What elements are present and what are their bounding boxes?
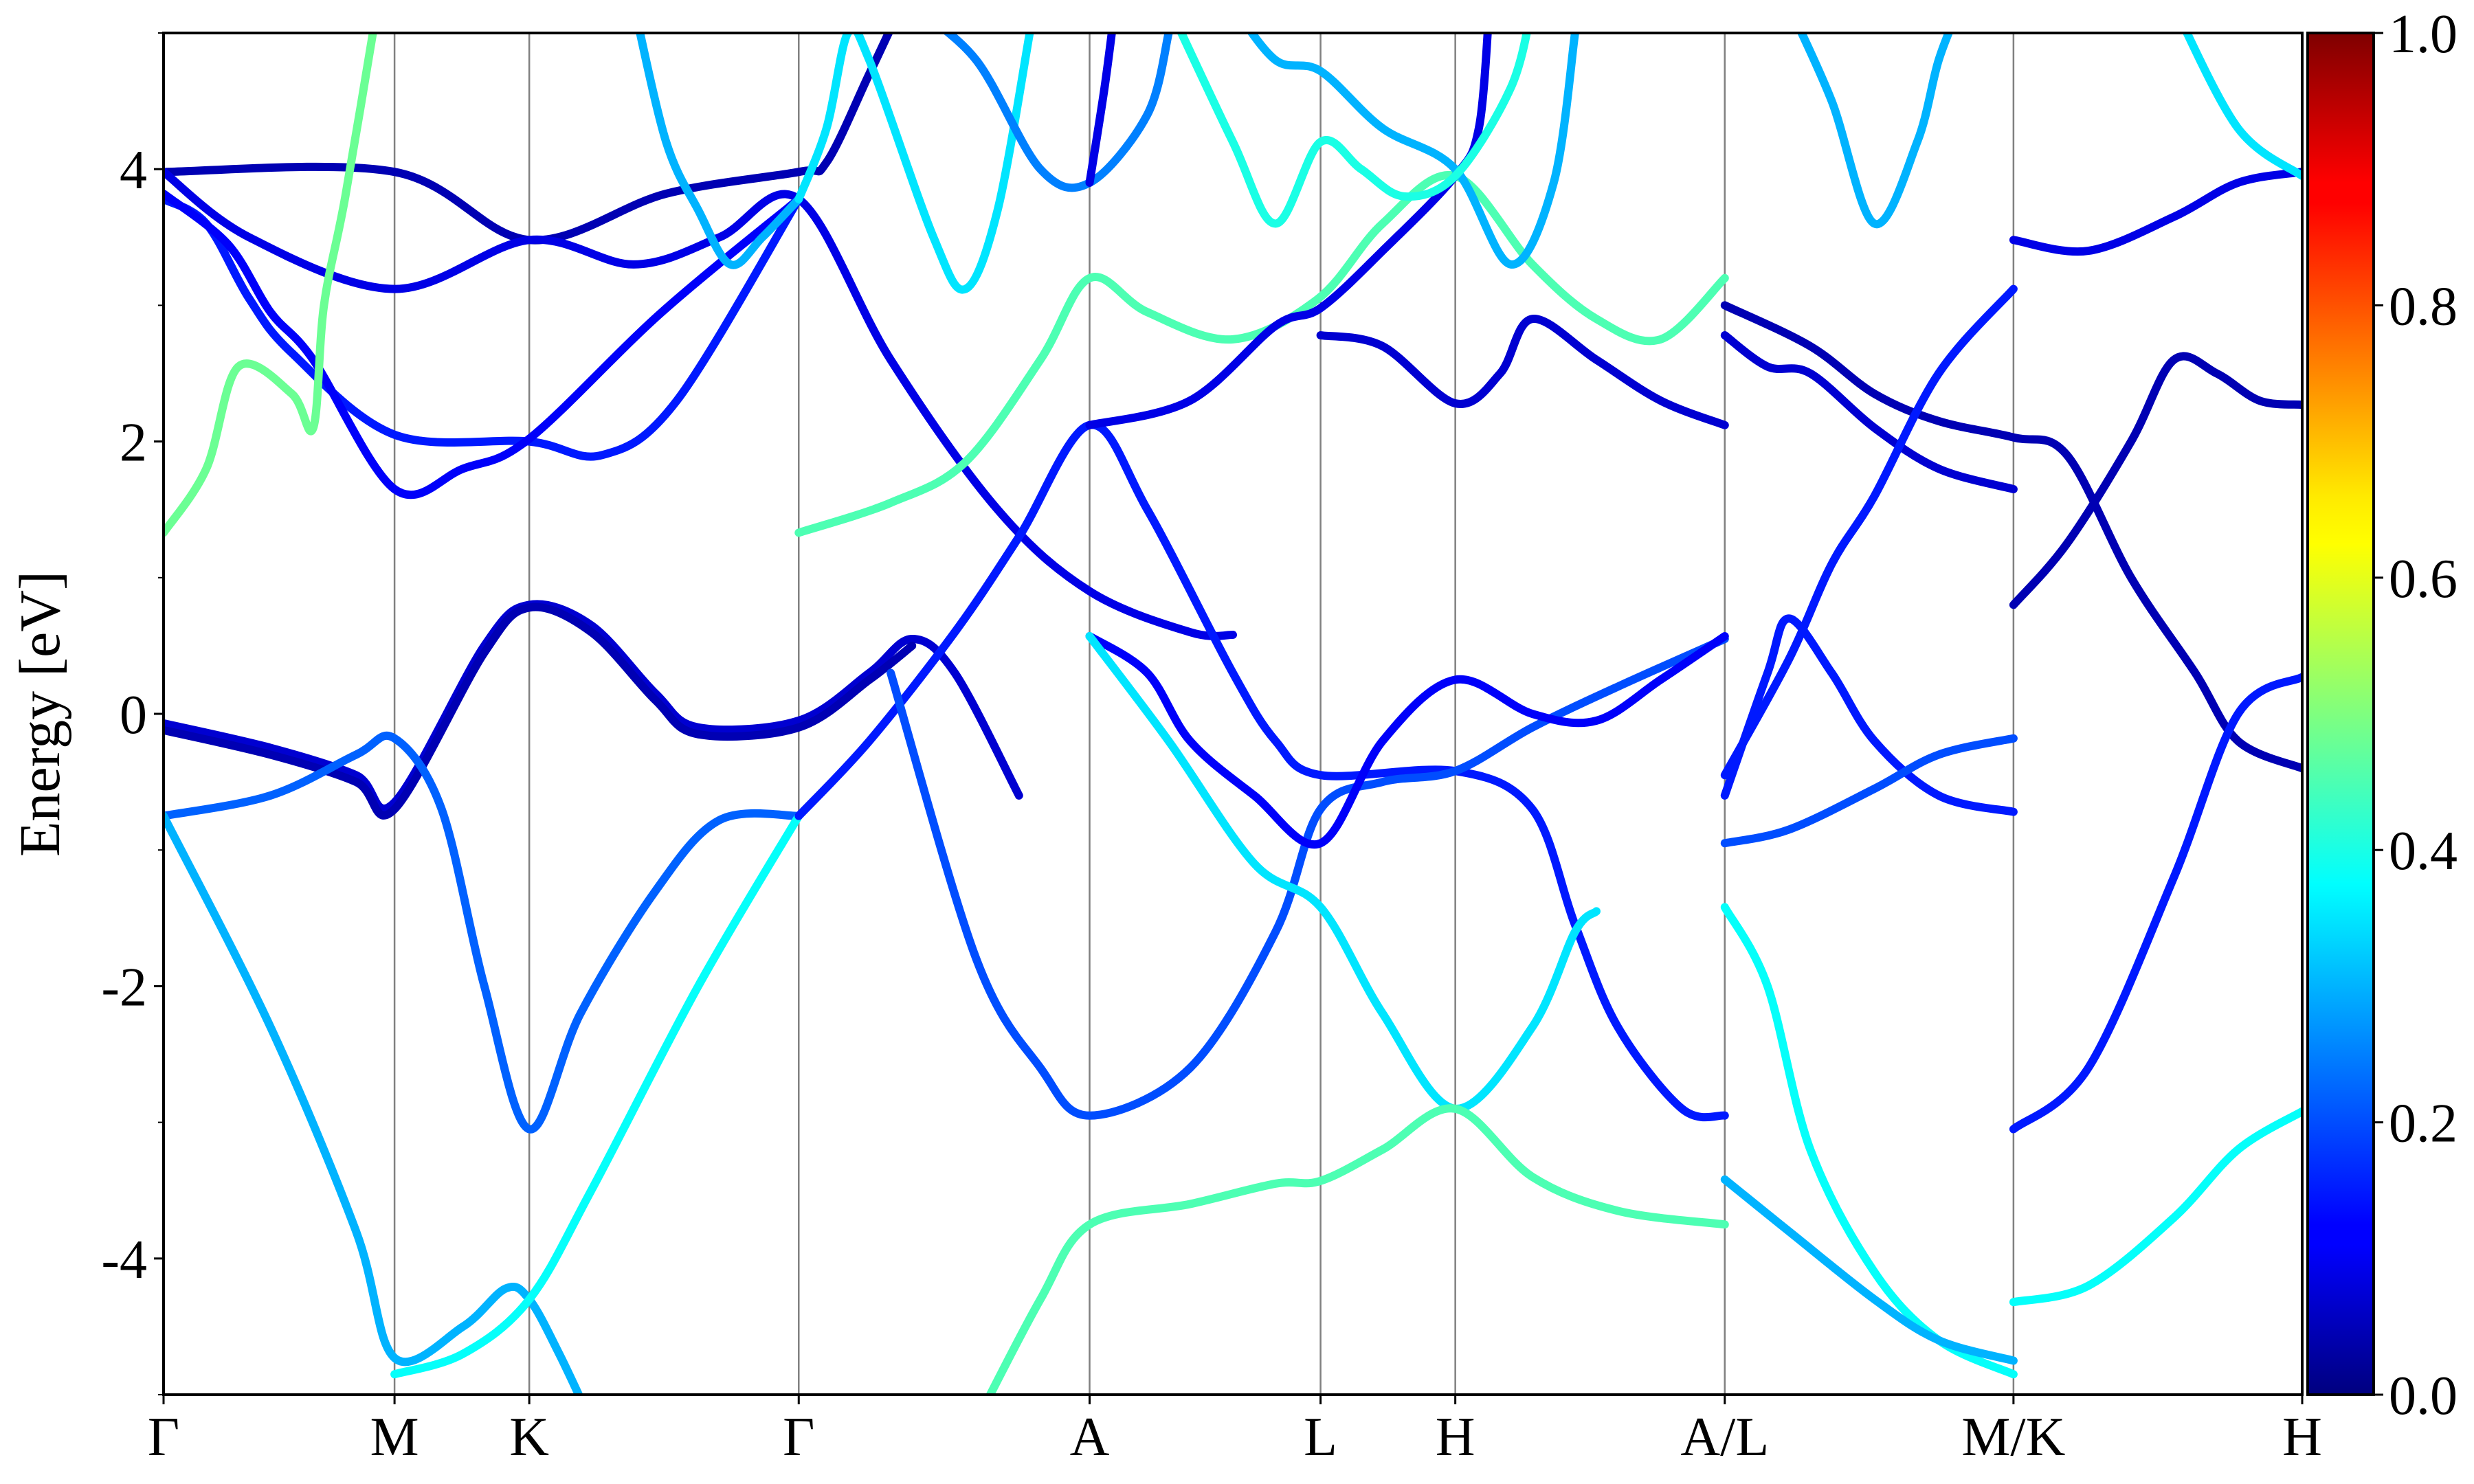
- x-tick-label-4: A: [1070, 1407, 1110, 1468]
- x-tick-label-1: M: [370, 1407, 419, 1468]
- band-6: [636, 33, 803, 269]
- x-tick-label-0: Γ: [148, 1407, 179, 1468]
- band-16: [1316, 315, 1729, 429]
- band-22: [1247, 33, 1579, 269]
- colorbar-tick-label-4: 0.8: [2389, 276, 2458, 337]
- colorbar-axis: 0.0 0.2 0.4 0.6 0.8 1.0: [2374, 4, 2458, 1426]
- band-32: [2009, 168, 2302, 256]
- band-9: [164, 603, 917, 820]
- y-axis: -4 -2 0 2 4: [101, 32, 164, 1395]
- x-axis: Γ M K Γ A L H A/L M/K H: [148, 1395, 2322, 1468]
- band-27: [1720, 614, 2018, 816]
- colorbar-tick-label-2: 0.4: [2389, 821, 2458, 881]
- band-13: [794, 420, 1729, 1122]
- band-1: [164, 168, 1237, 640]
- band-36: [2182, 33, 2302, 181]
- band-20: [942, 33, 1173, 192]
- band-29: [1720, 903, 2018, 1379]
- y-tick-label-3: 2: [120, 413, 147, 473]
- band-30: [1720, 1175, 2018, 1365]
- band-2: [164, 194, 803, 461]
- colorbar-tick-label-1: 0.2: [2389, 1094, 2458, 1154]
- band-31: [2009, 352, 2302, 609]
- band-8: [164, 600, 1023, 813]
- x-tick-label-9: H: [2282, 1407, 2322, 1468]
- band-25: [1720, 331, 2018, 493]
- y-tick-label-0: -4: [101, 1230, 147, 1290]
- band-26: [1720, 284, 2018, 780]
- band-7: [794, 33, 1034, 294]
- x-tick-label-7: A/L: [1680, 1407, 1769, 1468]
- band-33: [2009, 673, 2302, 1134]
- x-tick-label-8: M/K: [1961, 1407, 2065, 1468]
- band-21: [1085, 33, 1116, 187]
- band-0: [164, 33, 893, 245]
- y-tick-label-2: 0: [120, 685, 147, 745]
- y-tick-label-1: -2: [101, 957, 147, 1018]
- band-11: [164, 811, 583, 1395]
- colorbar-tick-label-3: 0.6: [2389, 549, 2458, 609]
- band-18: [1085, 632, 1601, 1113]
- band-24: [1720, 301, 2302, 773]
- colorbar-tick-label-0: 0.0: [2389, 1366, 2458, 1426]
- band-14: [887, 635, 1729, 1120]
- bands-layer: [164, 33, 2302, 1395]
- colorbar: [2306, 32, 2375, 1396]
- y-axis-title: Energy [eV]: [8, 571, 72, 857]
- y-tick-label-4: 4: [120, 140, 147, 201]
- x-tick-label-5: L: [1304, 1407, 1337, 1468]
- band-19: [985, 1104, 1729, 1395]
- band-12: [390, 811, 803, 1379]
- x-tick-label-2: K: [509, 1407, 549, 1468]
- band-4: [164, 33, 377, 537]
- band-35: [1797, 33, 1953, 229]
- band-23: [1177, 33, 1531, 228]
- high-symmetry-lines: [393, 33, 2015, 1395]
- band-10: [164, 731, 803, 1134]
- x-tick-label-3: Γ: [783, 1407, 814, 1468]
- band-15: [1085, 33, 1492, 429]
- band-17: [1085, 632, 1729, 849]
- band-28: [1720, 734, 2018, 848]
- band-3: [164, 189, 803, 499]
- colorbar-tick-label-5: 1.0: [2389, 4, 2458, 65]
- x-tick-label-6: H: [1436, 1407, 1475, 1468]
- band-34: [2009, 1107, 2302, 1307]
